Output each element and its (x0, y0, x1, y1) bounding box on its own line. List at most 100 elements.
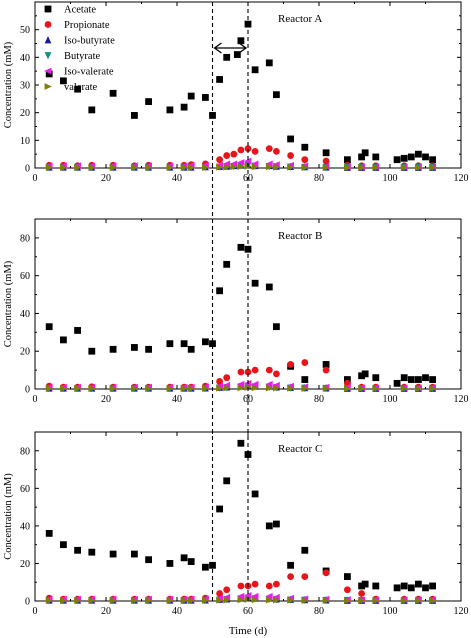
data-point (322, 164, 330, 171)
data-point (166, 106, 174, 114)
series-acetate (45, 243, 436, 387)
y-tick-label: 10 (20, 136, 30, 147)
data-point (287, 163, 295, 171)
data-point (222, 381, 231, 389)
data-point (45, 597, 54, 604)
data-point (233, 51, 241, 58)
data-point (251, 384, 259, 392)
data-point (109, 550, 117, 558)
legend-label: valerate (64, 82, 98, 93)
x-tick-label: 80 (314, 606, 324, 617)
data-point (88, 385, 96, 392)
data-point (429, 164, 437, 171)
legend-item: Iso-valerate (44, 67, 114, 78)
data-point (244, 591, 252, 599)
data-point (251, 160, 259, 168)
data-point (344, 164, 352, 171)
data-point (237, 384, 245, 392)
data-point (60, 541, 67, 549)
data-point (415, 164, 423, 171)
series-acetate (45, 20, 436, 164)
y-tick-label: 60 (20, 271, 30, 282)
legend-label: Acetate (64, 5, 96, 16)
data-point (429, 156, 436, 164)
data-point (202, 385, 210, 392)
data-point (422, 153, 429, 161)
series-acetate (45, 439, 436, 592)
data-point (180, 385, 188, 392)
x-tick-label: 40 (172, 173, 182, 184)
data-point (273, 580, 280, 588)
data-point (216, 384, 224, 392)
data-point (372, 153, 380, 161)
data-point (273, 163, 281, 171)
data-point (344, 597, 352, 605)
data-point (74, 385, 82, 392)
data-point (145, 98, 152, 105)
data-point (237, 159, 245, 166)
data-point (407, 153, 415, 161)
data-point (415, 385, 423, 393)
data-point (322, 597, 330, 604)
x-tick-label: 0 (33, 173, 38, 184)
data-point (187, 92, 195, 100)
data-point (265, 366, 273, 374)
data-point (287, 561, 294, 569)
data-point (244, 368, 252, 376)
panel-title: Reactor A (278, 13, 322, 25)
data-point (251, 380, 259, 388)
data-point (372, 582, 380, 590)
data-point (145, 385, 153, 392)
data-point (322, 361, 330, 368)
y-axis-label: Concentration (mM) (3, 41, 14, 128)
data-point (237, 163, 245, 171)
legend-item: Propionate (44, 20, 110, 31)
data-point (145, 556, 152, 564)
data-point (244, 451, 252, 458)
data-point (145, 164, 153, 171)
data-point (265, 592, 273, 600)
data-point (216, 156, 224, 164)
data-point (88, 347, 96, 355)
data-point (131, 164, 139, 171)
data-point (429, 376, 436, 383)
data-point (265, 522, 273, 530)
data-point (229, 160, 238, 168)
data-point (251, 163, 259, 171)
data-point (344, 586, 351, 594)
data-point (372, 385, 380, 393)
data-point (301, 546, 309, 554)
data-point (272, 381, 280, 389)
data-point (166, 560, 174, 567)
data-point (88, 106, 96, 114)
data-point (301, 143, 309, 151)
data-point (400, 385, 409, 393)
data-point (358, 590, 365, 597)
y-axis-label: Concentration (mM) (3, 473, 14, 560)
data-point (265, 384, 274, 392)
data-point (109, 345, 117, 353)
data-point (45, 323, 53, 331)
data-point (429, 597, 437, 605)
data-point (223, 596, 231, 604)
data-point (109, 597, 117, 604)
data-point (237, 582, 245, 590)
data-point (60, 597, 68, 604)
data-point (74, 85, 81, 93)
data-point (344, 376, 351, 383)
x-tick-label: 80 (314, 394, 324, 405)
data-point (251, 596, 259, 604)
data-point (251, 279, 259, 287)
x-tick-label: 100 (383, 606, 398, 617)
data-point (187, 345, 195, 353)
data-point (216, 596, 224, 604)
data-point (223, 477, 231, 485)
data-point (322, 157, 330, 165)
panel-reactor-b: 0 20 40 60 80 100 120 0 20 40 60 80 Concentration (m… (3, 218, 469, 405)
data-point (166, 340, 174, 348)
data-point (301, 164, 309, 171)
data-point (222, 160, 231, 168)
data-point (60, 336, 67, 344)
data-point (361, 370, 369, 378)
data-point (322, 366, 330, 374)
